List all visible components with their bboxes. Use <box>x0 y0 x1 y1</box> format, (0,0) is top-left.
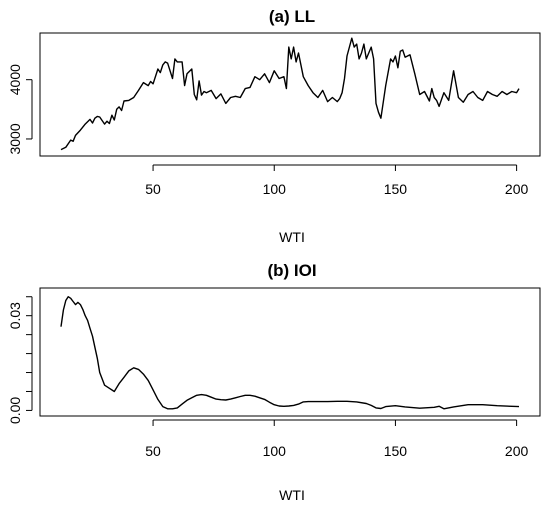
x-tick-label: 100 <box>263 443 287 459</box>
x-tick-label: 150 <box>384 443 408 459</box>
panel-a-y-axis: 3000 4000 <box>7 64 33 155</box>
x-tick-label: 150 <box>384 181 408 197</box>
panel-b-plot-frame <box>39 287 541 417</box>
x-tick-label: 50 <box>145 181 161 197</box>
y-tick-label: 3000 <box>7 123 23 154</box>
x-tick-label: 100 <box>263 181 287 197</box>
panel-b-x-axis-label: WTI <box>279 487 305 503</box>
panel-b-title: (b) IOI <box>267 261 316 280</box>
y-tick-label: 0.03 <box>7 302 23 329</box>
panel-a-title: (a) LL <box>269 7 315 26</box>
panel-a-x-axis-label: WTI <box>279 229 305 245</box>
x-tick-label: 200 <box>505 181 529 197</box>
panel-b-x-axis: 50 100 150 200 <box>145 419 529 459</box>
y-tick-label: 4000 <box>7 64 23 95</box>
x-tick-label: 200 <box>505 443 529 459</box>
panel-b: (b) IOI 50 100 150 200 0.00 0.03 WTI <box>7 261 541 503</box>
panel-a-x-axis: 50 100 150 200 <box>145 164 529 197</box>
panel-b-series-line <box>60 296 520 410</box>
panel-a: (a) LL 50 100 150 200 3000 4000 WTI <box>7 7 541 245</box>
panel-a-plot-frame <box>39 32 541 157</box>
panel-a-series-line <box>60 37 520 151</box>
y-tick-label: 0.00 <box>7 397 23 424</box>
x-tick-label: 50 <box>145 443 161 459</box>
panel-b-y-axis: 0.00 0.03 <box>7 296 33 424</box>
